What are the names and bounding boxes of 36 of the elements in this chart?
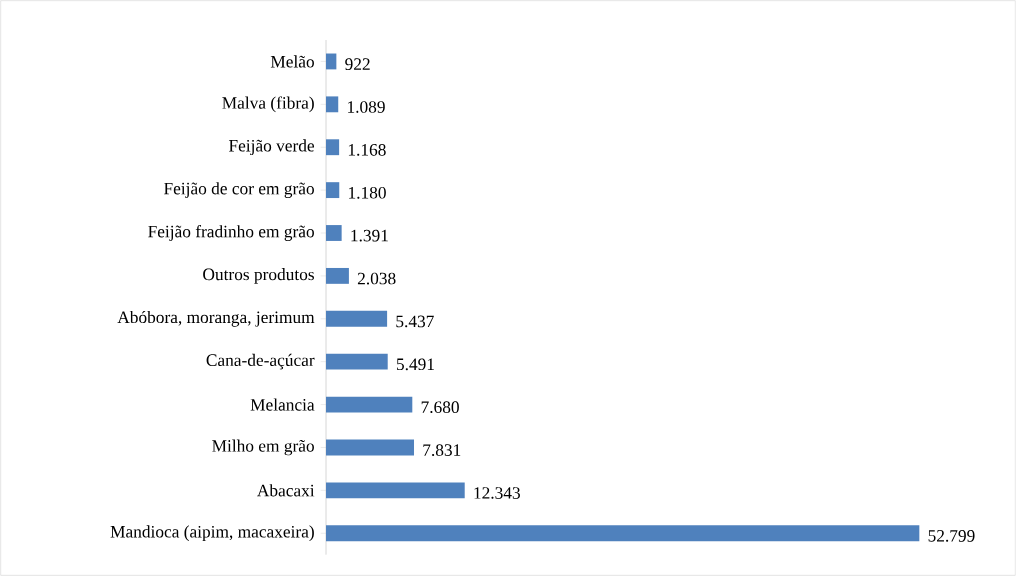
y-tick-label: Melão xyxy=(270,55,314,68)
bar xyxy=(326,139,340,156)
data-label: 1.089 xyxy=(348,101,385,113)
data-label: 1.391 xyxy=(351,229,388,242)
data-label: 2.038 xyxy=(357,272,396,285)
data-label: 7.831 xyxy=(423,444,461,457)
data-label: 1.180 xyxy=(349,186,386,199)
data-label: 52.799 xyxy=(928,530,975,542)
data-label: 7.680 xyxy=(421,401,459,414)
data-label: 12.343 xyxy=(474,487,520,499)
bar xyxy=(326,267,349,284)
bar xyxy=(326,525,920,542)
y-tick-label: Feijão verde xyxy=(228,139,315,156)
y-tick-label: Mandioca (aipim, macaxeira) xyxy=(110,525,314,542)
bar xyxy=(326,182,340,199)
data-label: 922 xyxy=(345,58,370,70)
bar xyxy=(326,353,388,370)
bar xyxy=(326,310,388,327)
data-label: 5.491 xyxy=(396,358,434,371)
y-tick-label: Cana-de-açúcar xyxy=(206,353,315,370)
y-tick-label: Feijão fradinho em grão xyxy=(148,225,314,241)
bar xyxy=(326,482,465,499)
y-tick-label: Outros produtos xyxy=(203,268,314,284)
y-tick-label: Milho em grão xyxy=(212,439,314,456)
y-tick-label: Abóbora, moranga, jerimum xyxy=(117,310,315,327)
bar xyxy=(326,53,337,70)
bar xyxy=(326,396,413,413)
bar xyxy=(326,225,342,241)
y-tick-label: Feijão de cor em grão xyxy=(164,182,314,198)
data-label: 1.168 xyxy=(348,144,386,156)
bar xyxy=(326,96,339,113)
bar xyxy=(326,439,415,456)
y-tick-label: Melancia xyxy=(250,398,315,411)
y-tick-label: Malva (fibra) xyxy=(222,96,314,113)
y-tick-label: Abacaxi xyxy=(257,484,315,497)
data-label: 5.437 xyxy=(396,315,434,328)
